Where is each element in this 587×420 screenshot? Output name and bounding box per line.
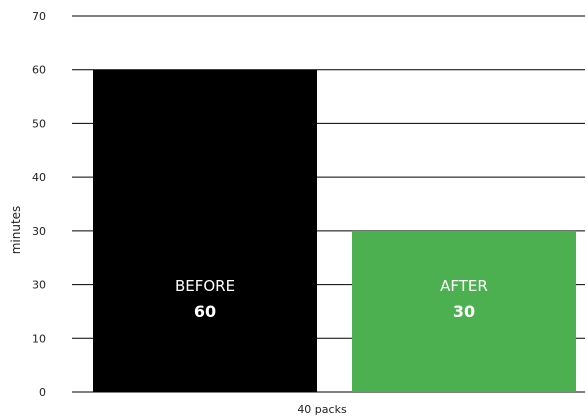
y-tick-label: 30 <box>32 225 46 238</box>
x-axis-title: 40 packs <box>297 403 347 416</box>
y-tick-label: 60 <box>32 64 46 77</box>
bar-after <box>352 230 576 392</box>
bars <box>93 69 576 392</box>
bar-category-label: BEFORE <box>175 277 235 295</box>
y-tick-label: 10 <box>32 332 46 345</box>
y-tick-label: 0 <box>39 386 46 399</box>
bar-value-label: 30 <box>453 302 475 321</box>
y-tick-label: 50 <box>32 117 46 130</box>
bar-labels: BEFORE 60 AFTER 30 <box>175 277 488 321</box>
y-axis-title: minutes <box>9 206 23 255</box>
y-axis: 0 10 30 30 40 50 60 70 <box>32 10 46 399</box>
bar-before <box>93 69 317 392</box>
y-tick-label: 30 <box>32 279 46 292</box>
y-tick-label: 70 <box>32 10 46 23</box>
bar-value-label: 60 <box>194 302 216 321</box>
y-tick-label: 40 <box>32 171 46 184</box>
bar-category-label: AFTER <box>440 277 488 295</box>
